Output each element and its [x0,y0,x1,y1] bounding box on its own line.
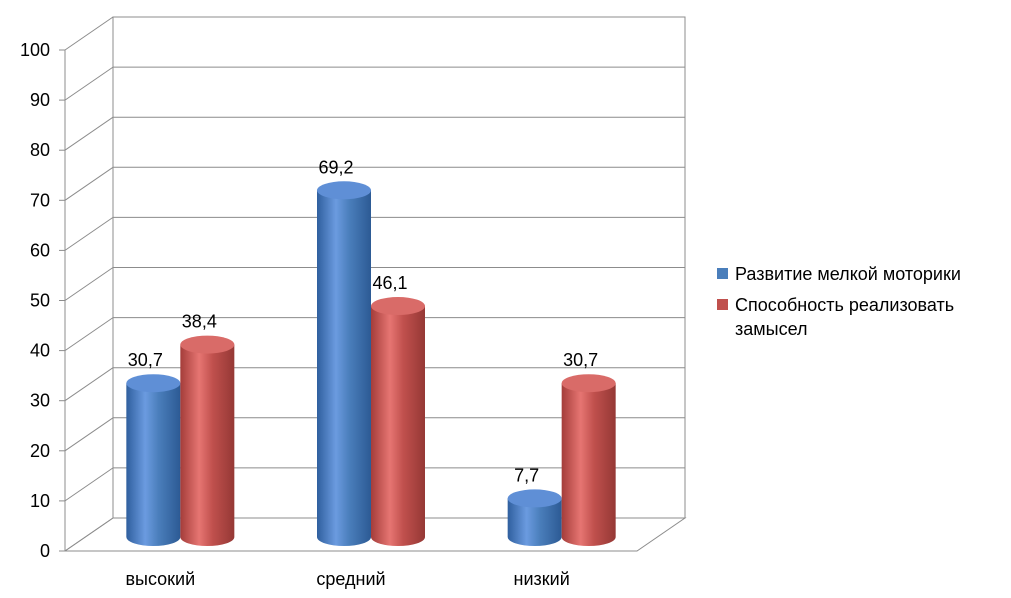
legend-swatch-series-1 [717,299,728,310]
y-tick-label: 70 [30,190,50,210]
bar-0-1-body [317,190,371,547]
data-label-0-1: 69,2 [318,157,353,177]
y-tick-label: 10 [30,491,50,511]
category-label: высокий [125,569,195,589]
bar-0-2-top [507,489,562,508]
data-label-1-0: 38,4 [182,312,217,332]
gridline-diagonal [64,367,114,402]
bar-0-2-body [507,498,562,546]
data-label-1-2: 30,7 [563,350,598,370]
y-tick-label: 90 [30,90,50,110]
legend-label-series-0: Развитие мелкой моторики [735,264,961,284]
data-label-1-1: 46,1 [372,273,407,293]
gridline-diagonal [64,66,114,101]
data-label-0-2: 7,7 [514,465,539,485]
bar-1-1-top [371,297,425,316]
bar-layer [126,181,616,547]
legend-swatch-series-0 [717,268,728,279]
bar-1-0-top [180,335,235,354]
gridline-diagonal [64,116,114,151]
legend-label-series-1-cont: замысел [735,319,808,339]
legend-label-series-1: Способность реализовать [735,295,954,315]
y-tick-label: 20 [30,441,50,461]
y-tick-label: 30 [30,391,50,411]
gridline-diagonal [64,216,114,251]
data-label-0-0: 30,7 [128,350,163,370]
bar-1-1-body [371,306,425,546]
gridline-diagonal [64,317,114,352]
bar-1-2-body [561,383,616,546]
gridline-diagonal [64,467,114,502]
category-label: средний [316,569,385,589]
y-tick-label: 0 [40,541,50,561]
legend: Развитие мелкой моторики Способность реа… [717,264,961,339]
y-tick-label: 40 [30,341,50,361]
axis-layer: 0 10 20 30 40 50 60 70 80 90 100 высокий средний низк… [20,40,570,589]
y-tick-label: 50 [30,291,50,311]
bar-0-0-top [126,374,181,393]
floor [63,517,687,552]
gridline-diagonal [64,417,114,452]
bar-0-1-top [317,181,371,200]
label-layer: 30,7 38,4 69,2 46,1 7,7 30,7 [128,157,598,485]
gridline-diagonal [64,166,114,201]
y-tick-label: 80 [30,140,50,160]
y-tick-label: 60 [30,240,50,260]
bar-0-0-body [126,383,181,546]
gridline-diagonal [64,267,114,301]
gridline-diagonal [64,16,114,51]
bar-1-2-top [561,374,616,393]
bar-1-0-body [180,344,235,546]
category-label: низкий [514,569,570,589]
y-tick-label: 100 [20,40,50,60]
